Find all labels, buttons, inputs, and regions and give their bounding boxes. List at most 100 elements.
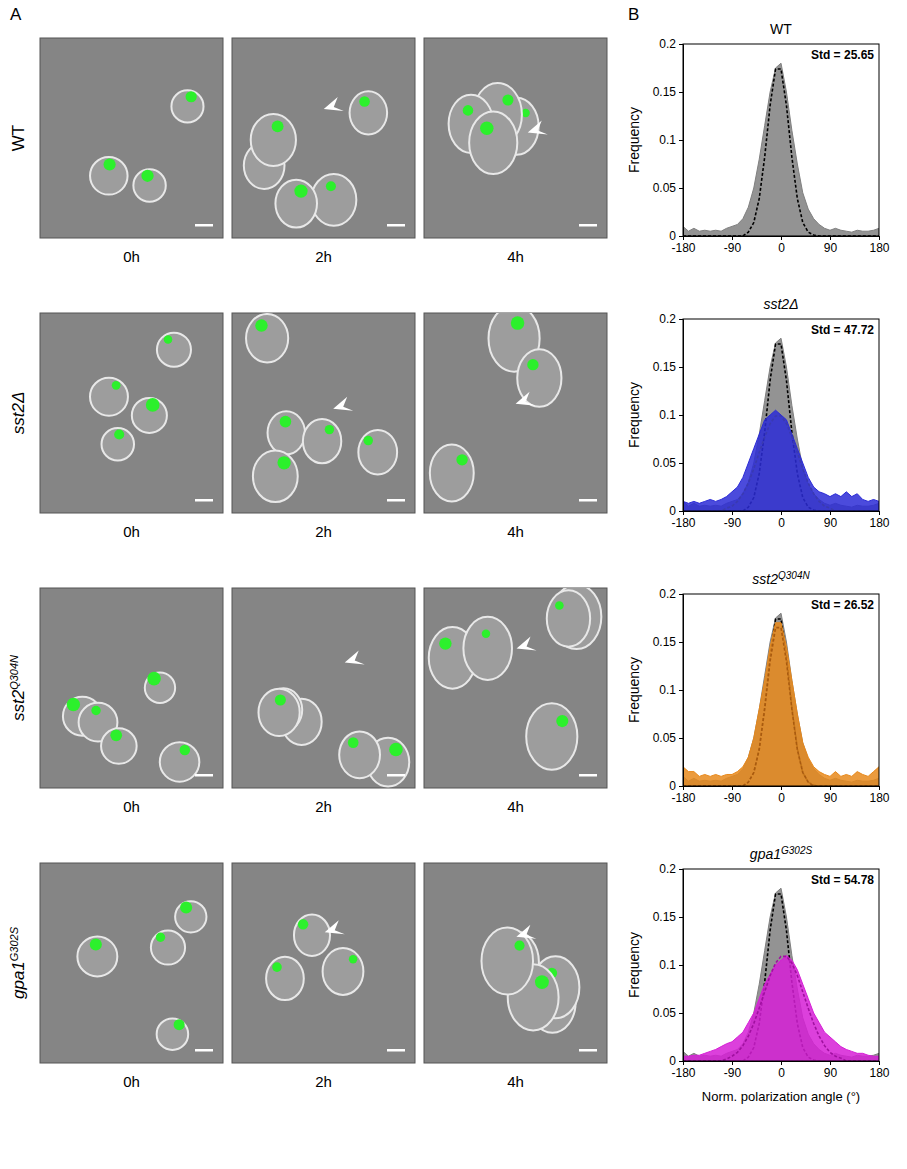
time-label: 4h xyxy=(507,798,524,815)
tick-label: 0.1 xyxy=(659,958,676,972)
tick: -90 xyxy=(724,1061,742,1080)
row-label: gpa1G302S xyxy=(8,926,28,999)
tick: 0 xyxy=(669,504,683,518)
plot-frame xyxy=(683,44,879,236)
tick-mark xyxy=(732,786,733,790)
tick-mark xyxy=(879,786,880,790)
gfp-spot xyxy=(294,184,307,197)
tick: 0 xyxy=(778,1061,785,1080)
cell xyxy=(268,411,305,454)
tick: 0.1 xyxy=(659,683,683,697)
micrograph xyxy=(424,305,607,513)
gfp-spot xyxy=(456,454,467,465)
cell xyxy=(323,948,364,995)
gfp-spot xyxy=(114,429,124,439)
tick-label: 0 xyxy=(778,241,785,255)
chart-title-text: sst2Δ xyxy=(763,296,798,312)
tick-label: 0.15 xyxy=(653,910,677,924)
scale-bar xyxy=(195,774,213,777)
tick-mark xyxy=(679,965,683,966)
tick-label: 0.15 xyxy=(653,85,677,99)
plot-area xyxy=(683,613,879,786)
chart-title: WT xyxy=(770,21,792,37)
cell xyxy=(258,689,299,736)
tick: 180 xyxy=(869,1061,889,1080)
chart-title-text: sst2 xyxy=(752,571,778,587)
micrograph xyxy=(40,38,223,238)
fit-line xyxy=(683,894,879,1061)
tick-mark xyxy=(679,869,683,870)
y-axis-title: Frequency xyxy=(626,107,642,173)
image-background xyxy=(232,313,415,513)
y-axis: 00.050.10.150.2 xyxy=(653,862,684,1068)
gfp-spot xyxy=(514,941,524,951)
tick-label: 0.05 xyxy=(653,456,677,470)
tick-label: 0.1 xyxy=(659,133,676,147)
gfp-spot xyxy=(502,94,513,105)
gfp-spot xyxy=(482,630,490,638)
row-label-text: sst2Δ xyxy=(9,392,28,435)
tick-mark xyxy=(830,236,831,240)
cell xyxy=(145,673,175,703)
tick: 0.15 xyxy=(653,85,683,99)
tick-label: 0.15 xyxy=(653,360,677,374)
cell xyxy=(102,428,135,461)
histogram-area xyxy=(683,410,879,511)
tick-mark xyxy=(679,367,683,368)
scale-bar xyxy=(387,499,405,502)
axis-line xyxy=(684,237,880,241)
image-background xyxy=(232,863,415,1063)
gfp-spot xyxy=(349,955,357,963)
gfp-spot xyxy=(556,715,568,727)
scale-bar xyxy=(195,1049,213,1052)
tick-mark xyxy=(679,463,683,464)
tick-label: 0 xyxy=(669,1054,676,1068)
gfp-spot xyxy=(141,170,153,182)
tick-mark xyxy=(781,511,782,515)
tick: 0.15 xyxy=(653,910,683,924)
y-axis: 00.050.10.150.2 xyxy=(653,37,684,243)
gfp-spot xyxy=(90,938,102,950)
micrograph xyxy=(424,38,607,238)
fit-line xyxy=(683,619,879,786)
gfp-spot xyxy=(272,120,284,132)
tick: 0 xyxy=(669,1054,683,1068)
cell xyxy=(275,180,317,228)
tick: 0 xyxy=(778,786,785,805)
arrowhead xyxy=(516,392,536,406)
gfp-spot xyxy=(180,901,192,913)
cell xyxy=(171,90,203,122)
cell xyxy=(547,590,590,646)
arrowhead xyxy=(324,97,344,111)
tick-label: 0 xyxy=(778,1066,785,1080)
micrograph xyxy=(232,588,415,788)
tick: 180 xyxy=(869,511,889,530)
histogram-chart: -180-9009018000.050.10.150.2gpa1G302SStd… xyxy=(626,845,890,1105)
tick: 0.15 xyxy=(653,635,683,649)
row-label: sst2Q304N xyxy=(8,655,28,721)
gfp-spot xyxy=(463,105,474,116)
histogram-chart: -180-9009018000.050.10.150.2sst2Q304NStd… xyxy=(626,570,890,805)
gfp-spot xyxy=(110,730,122,742)
scale-bar xyxy=(195,499,213,502)
scale-bar xyxy=(579,774,597,777)
tick-mark xyxy=(679,1013,683,1014)
tick-mark xyxy=(879,511,880,515)
tick-label: 90 xyxy=(824,1066,838,1080)
gfp-spot xyxy=(277,456,290,469)
tick: 180 xyxy=(869,236,889,255)
image-background xyxy=(40,588,223,788)
cell xyxy=(339,731,380,778)
tick-mark xyxy=(732,236,733,240)
time-label: 0h xyxy=(123,523,140,540)
tick-label: 180 xyxy=(869,516,889,530)
plot-frame xyxy=(683,319,879,511)
row-label-sup: G302S xyxy=(8,926,20,961)
figure: AWT0h2h4hsst2Δ0h2h4hsst2Q304N0h2h4hgpa1G… xyxy=(0,0,907,1169)
scale-bar xyxy=(387,1049,405,1052)
tick-label: 0 xyxy=(778,791,785,805)
x-axis-title: Norm. polarization angle (°) xyxy=(702,1089,860,1104)
axis-line xyxy=(679,870,684,1062)
gfp-spot xyxy=(164,335,172,343)
cell xyxy=(175,901,206,932)
